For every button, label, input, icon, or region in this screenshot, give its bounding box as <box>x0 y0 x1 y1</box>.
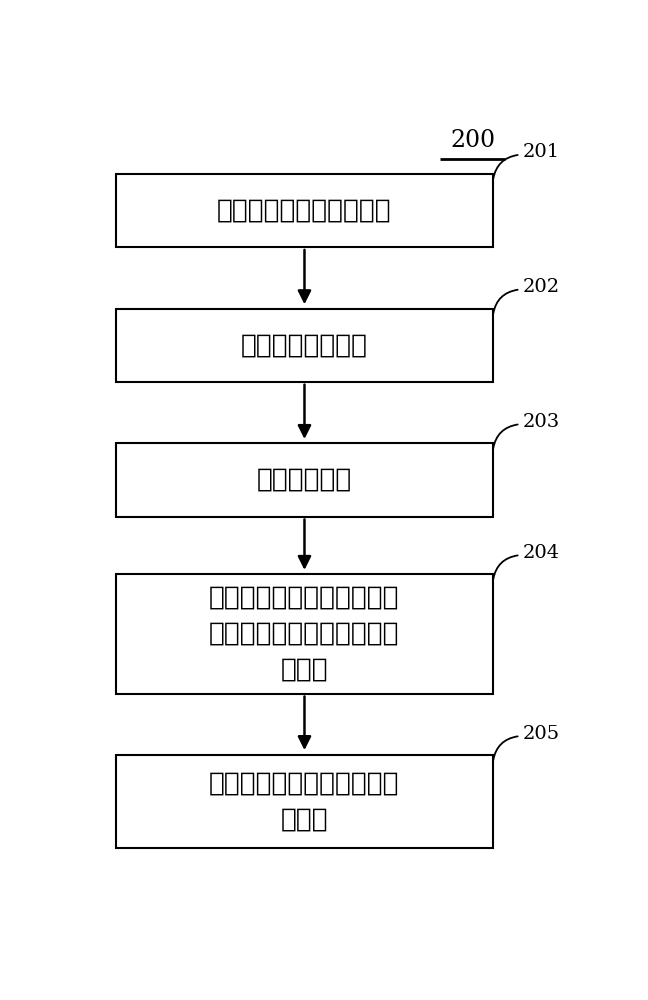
Text: 200: 200 <box>450 129 495 152</box>
Text: 确定计算规则指标: 确定计算规则指标 <box>241 332 368 358</box>
FancyBboxPatch shape <box>116 309 493 382</box>
Text: 205: 205 <box>523 725 560 743</box>
FancyBboxPatch shape <box>116 755 493 848</box>
Text: 基于目标指标、计算规则指
标和分析方法，确定候选数
据集合: 基于目标指标、计算规则指 标和分析方法，确定候选数 据集合 <box>209 585 400 683</box>
FancyBboxPatch shape <box>116 574 493 694</box>
Text: 204: 204 <box>523 544 560 562</box>
Text: 基于候选数据集合，确定目
标数据: 基于候选数据集合，确定目 标数据 <box>209 770 400 832</box>
Text: 确定分析方法: 确定分析方法 <box>257 467 352 493</box>
FancyBboxPatch shape <box>116 443 493 517</box>
Text: 接收用户输入的目标指标: 接收用户输入的目标指标 <box>217 197 392 223</box>
Text: 202: 202 <box>523 278 560 296</box>
Text: 203: 203 <box>523 413 560 431</box>
FancyBboxPatch shape <box>116 174 493 247</box>
Text: 201: 201 <box>523 143 560 161</box>
